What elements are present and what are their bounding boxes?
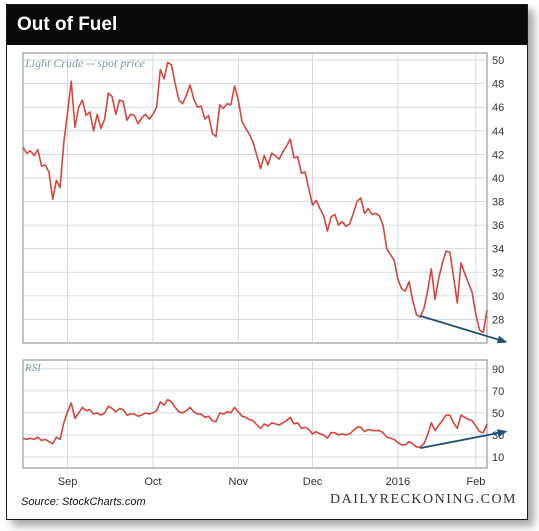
x-tick-labels: Sep Oct Nov Dec 2016 Feb: [58, 476, 486, 488]
price-y-tick-label: 36: [492, 220, 504, 232]
price-y-tick-label: 44: [492, 126, 504, 138]
month-label: Oct: [144, 476, 161, 488]
rsi-chart-title: RSI: [24, 362, 42, 374]
price-chart-title: Light Crude -- spot price: [24, 56, 146, 70]
month-label: 2016: [386, 476, 410, 488]
price-y-tick-label: 38: [492, 197, 504, 209]
title-bar: Out of Fuel: [7, 5, 527, 45]
price-series-line: [22, 61, 488, 334]
rsi-series-line: [22, 398, 488, 448]
month-label: Sep: [58, 476, 78, 488]
rsi-y-tick-label: 90: [492, 364, 504, 376]
brand-watermark: DAILYRECKONING.COM: [330, 492, 517, 507]
page-title: Out of Fuel: [17, 14, 118, 35]
price-y-tick-labels: 28 30 32 34 36 38 40 42 44 46 48 50: [492, 55, 504, 326]
price-downtrend-arrow: [419, 315, 508, 344]
source-credit: Source: StockCharts.com: [21, 496, 146, 508]
rsi-uptrend-arrow: [420, 429, 508, 450]
rsi-gridlines: [23, 360, 487, 468]
rsi-y-tick-label: 10: [492, 452, 504, 464]
rsi-y-tick-label: 70: [492, 386, 504, 398]
price-gridlines: [23, 53, 487, 343]
price-y-tick-label: 50: [492, 55, 504, 67]
price-y-tick-label: 34: [492, 244, 504, 256]
price-y-tick-label: 30: [492, 291, 504, 303]
price-panel: 28 30 32 34 36 38 40 42 44 46 48 50 Light Crude -- …: [22, 52, 508, 344]
month-label: Nov: [229, 476, 249, 488]
price-y-tick-label: 48: [492, 79, 504, 91]
rsi-y-tick-label: 50: [492, 408, 504, 420]
price-y-tick-label: 28: [492, 314, 504, 326]
month-label: Feb: [466, 476, 485, 488]
price-y-tick-label: 32: [492, 267, 504, 279]
chart-canvas: 28 30 32 34 36 38 40 42 44 46 48 50 Light Crude -- …: [22, 52, 508, 488]
price-y-tick-label: 42: [492, 149, 504, 161]
price-y-tick-label: 40: [492, 173, 504, 185]
price-y-tick-label: 46: [492, 102, 504, 114]
chart-frame: Out of Fuel 28 30 32 34 36 38 40 42 44 46 48 50 Lig…: [6, 4, 528, 520]
month-label: Dec: [303, 476, 323, 488]
price-plot-border: [22, 52, 488, 344]
